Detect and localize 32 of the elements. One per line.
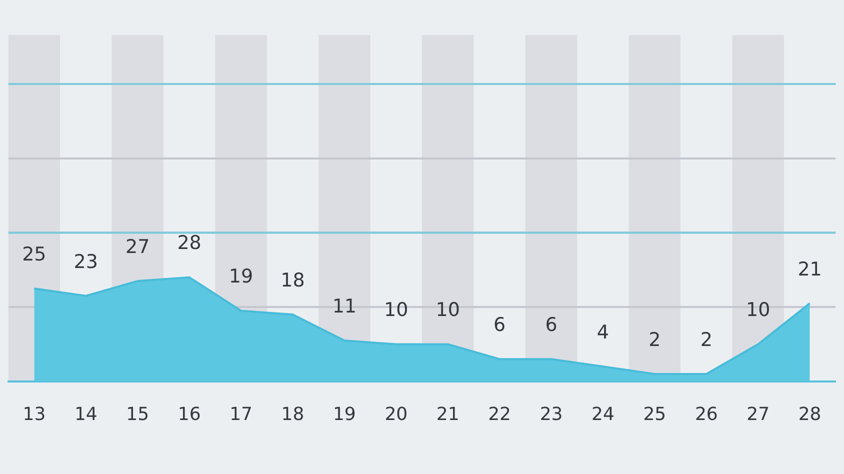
data-label: 6 bbox=[494, 314, 506, 336]
data-label: 10 bbox=[384, 299, 408, 322]
data-label: 19 bbox=[228, 266, 254, 288]
x-tick-label: 23 bbox=[540, 404, 563, 425]
data-label: 2 bbox=[648, 328, 661, 351]
data-label: 28 bbox=[177, 232, 202, 254]
x-tick-label: 14 bbox=[74, 404, 98, 425]
data-label: 11 bbox=[332, 295, 357, 318]
x-tick-label: 24 bbox=[592, 404, 614, 425]
data-label: 10 bbox=[436, 299, 460, 322]
data-label: 18 bbox=[280, 269, 305, 292]
data-label: 27 bbox=[126, 236, 150, 258]
x-tick-label: 25 bbox=[643, 404, 666, 425]
data-label: 21 bbox=[798, 258, 822, 280]
x-tick-label: 21 bbox=[436, 404, 460, 425]
data-label: 23 bbox=[74, 250, 98, 273]
x-tick-label: 13 bbox=[22, 404, 46, 425]
x-tick-label: 26 bbox=[694, 404, 718, 425]
x-tick-label: 28 bbox=[798, 404, 822, 425]
x-tick-label: 19 bbox=[332, 404, 356, 425]
data-label: 6 bbox=[545, 314, 558, 336]
x-tick-label: 16 bbox=[178, 404, 201, 425]
data-label: 2 bbox=[700, 328, 712, 351]
x-tick-label: 27 bbox=[746, 404, 770, 425]
data-label: 10 bbox=[746, 299, 770, 322]
x-tick-label: 18 bbox=[281, 404, 304, 425]
x-tick-label: 15 bbox=[126, 404, 150, 425]
data-label: 25 bbox=[22, 243, 46, 266]
data-label: 4 bbox=[596, 321, 610, 344]
x-tick-label: 17 bbox=[230, 404, 252, 425]
x-tick-label: 22 bbox=[488, 404, 512, 425]
x-tick-label: 20 bbox=[384, 404, 408, 425]
